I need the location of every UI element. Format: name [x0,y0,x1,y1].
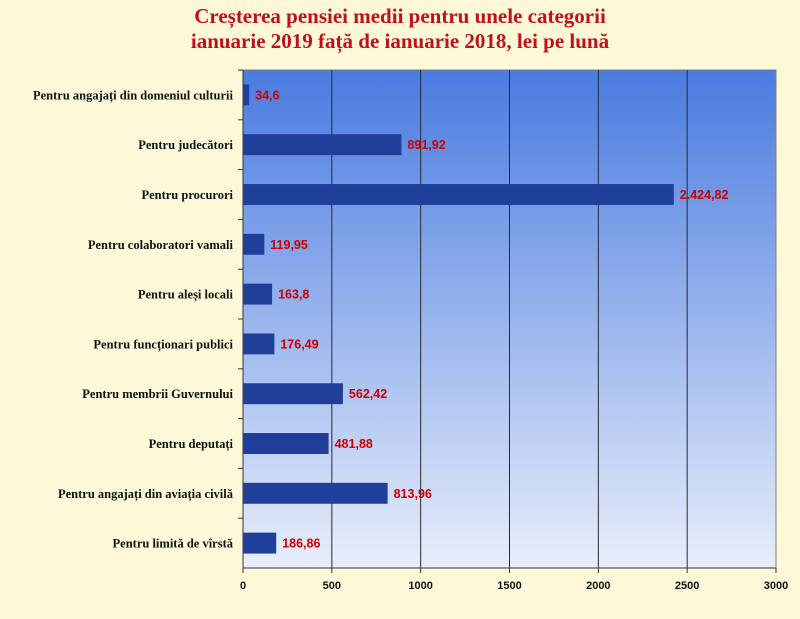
data-label: 562,42 [349,387,387,401]
chart-title-line-2: ianuarie 2019 față de ianuarie 2018, lei… [190,29,610,53]
category-label: Pentru membrii Guvernului [82,387,233,401]
category-label: Pentru colaboratori vamali [88,238,234,252]
category-label: Pentru limită de vîrstă [113,537,234,551]
x-tick-label: 2500 [675,580,699,592]
category-label: Pentru angajați din aviația civilă [58,487,234,502]
chart-title-line-1: Creșterea pensiei medii pentru unele cat… [194,4,606,28]
category-label: Pentru judecători [138,138,233,152]
category-label: Pentru deputați [149,437,234,452]
bar [243,84,250,106]
x-tick-label: 3000 [764,580,788,592]
x-tick-label: 1500 [497,580,521,592]
data-label: 813,96 [394,487,432,501]
bar [243,333,275,355]
bar [243,233,265,255]
data-label: 481,88 [335,437,373,451]
bar [243,134,402,156]
category-label: Pentru funcționari publici [93,337,233,352]
category-label: Pentru procurori [141,188,233,202]
data-label: 2.424,82 [680,188,729,202]
bar [243,482,388,504]
bar [243,532,277,554]
data-label: 34,6 [255,88,279,102]
x-tick-label: 2000 [586,580,610,592]
chart-title: Creșterea pensiei medii pentru unele cat… [0,4,800,54]
bar [243,433,329,454]
data-label: 163,8 [278,288,309,302]
bar [243,283,273,305]
data-label: 891,92 [407,138,445,152]
bar [243,383,343,405]
data-label: 119,95 [270,238,308,252]
category-label: Pentru angajați din domeniul culturii [33,88,234,103]
x-tick-label: 500 [323,580,341,592]
x-tick-label: 0 [240,580,246,592]
category-label: Pentru aleși locali [138,288,234,303]
x-tick-label: 1000 [408,580,432,592]
data-label: 176,49 [280,337,318,351]
bar [243,184,674,205]
data-label: 186,86 [282,537,320,551]
